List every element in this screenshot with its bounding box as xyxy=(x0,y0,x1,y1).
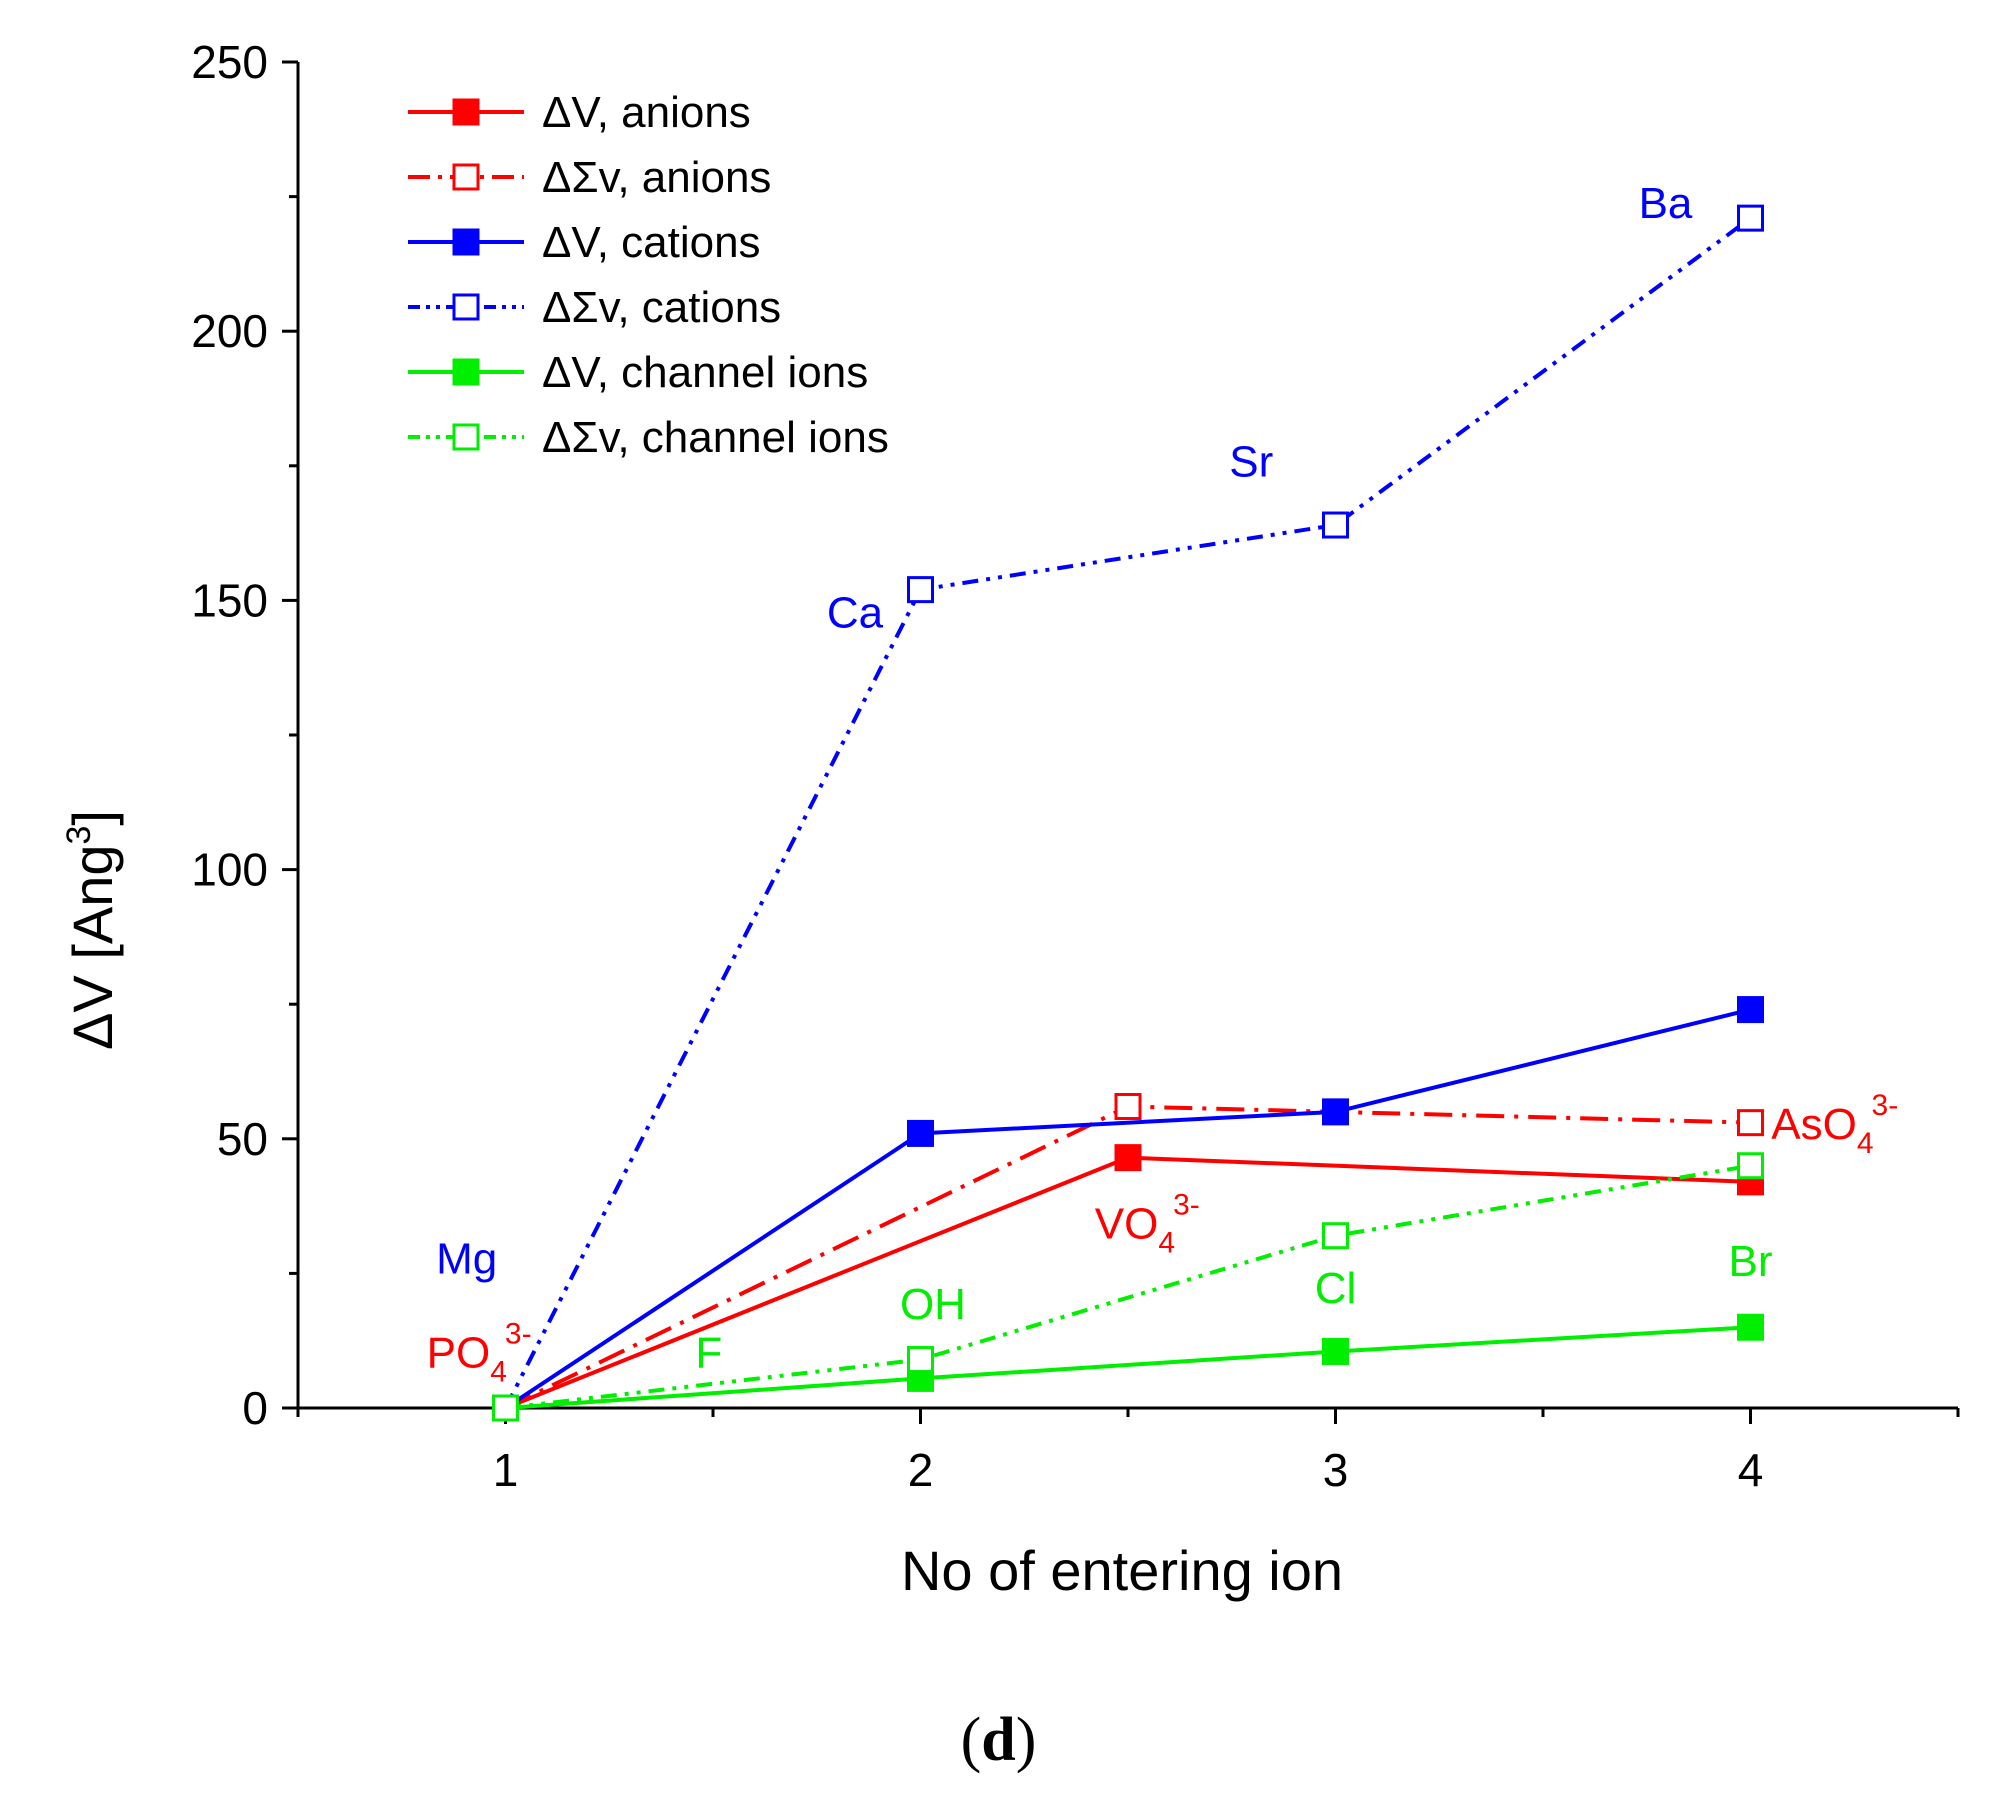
panel-label-close: ) xyxy=(1015,1706,1037,1774)
legend: ΔV, anions ΔΣv, anions ΔV, cations ΔΣv, cat… xyxy=(408,88,889,462)
annotation-label: Br xyxy=(1729,1237,1773,1286)
data-point xyxy=(907,1119,934,1147)
series-line xyxy=(505,1325,1751,1410)
legend-label: ΔV, anions xyxy=(542,88,751,137)
legend-swatch-marker xyxy=(452,358,480,386)
series-line xyxy=(505,1163,1751,1410)
legend-swatch-marker xyxy=(452,293,480,321)
data-point xyxy=(1737,204,1764,232)
data-point xyxy=(1737,1109,1764,1137)
annotation-text: Ba xyxy=(1639,179,1693,228)
legend-label: ΔV, cations xyxy=(542,218,761,267)
annotation-label: PO4 3- xyxy=(427,1318,532,1389)
data-point xyxy=(1322,1222,1349,1250)
annotation-text: AsO xyxy=(1771,1100,1857,1149)
series-line xyxy=(504,1007,1751,1410)
series-1 xyxy=(492,1144,1764,1422)
y-tick-label: 50 xyxy=(217,1113,268,1165)
y-tick-label: 100 xyxy=(191,844,268,896)
data-point xyxy=(1322,1098,1349,1126)
legend-item: ΔΣv, anions xyxy=(408,153,771,202)
y-tick-label: 0 xyxy=(242,1382,268,1434)
annotation-label: F xyxy=(695,1329,722,1378)
y-axis-title-tail: ] xyxy=(61,810,124,826)
legend-label: ΔΣv, channel ions xyxy=(542,413,889,462)
panel-label: (d) xyxy=(0,1705,1997,1776)
annotation-text: Mg xyxy=(436,1234,497,1283)
data-point xyxy=(907,1346,934,1374)
annotation-subscript: 4 xyxy=(490,1356,507,1389)
series-line xyxy=(503,216,1752,1409)
annotation-text: F xyxy=(695,1329,722,1378)
data-point xyxy=(492,1394,519,1422)
data-point xyxy=(1114,1092,1142,1120)
y-axis-title-sup: 3 xyxy=(60,826,98,845)
data-point xyxy=(1737,1152,1764,1180)
data-point xyxy=(907,576,934,604)
y-tick-label: 150 xyxy=(191,574,268,626)
x-tick-label: 4 xyxy=(1738,1444,1764,1496)
y-tick-label: 250 xyxy=(191,36,268,88)
annotation-label: Sr xyxy=(1229,438,1273,487)
legend-swatch-marker xyxy=(452,98,480,126)
legend-item: ΔΣv, channel ions xyxy=(408,413,889,462)
legend-label: ΔΣv, anions xyxy=(542,153,771,202)
annotation-label: Ba xyxy=(1639,179,1693,228)
panel-label-open: ( xyxy=(960,1706,982,1774)
data-point xyxy=(1737,1313,1764,1341)
annotation-superscript: 3- xyxy=(1872,1089,1899,1122)
series-2 xyxy=(492,1092,1764,1422)
series-layer xyxy=(492,204,1764,1422)
y-axis-title: ΔV [Ang3] xyxy=(60,810,124,1050)
data-point xyxy=(1322,1337,1349,1365)
legend-swatch-marker xyxy=(452,163,480,191)
data-point xyxy=(1737,996,1764,1024)
annotation-subscript: 4 xyxy=(1158,1226,1175,1259)
legend-label: ΔV, channel ions xyxy=(542,348,868,397)
panel-label-letter: d xyxy=(981,1706,1016,1774)
annotation-label: VO4 3- xyxy=(1095,1188,1200,1259)
annotation-label: Mg xyxy=(436,1234,497,1283)
annotation-text: Cl xyxy=(1315,1264,1357,1313)
series-5 xyxy=(492,1313,1764,1422)
annotation-label: Ca xyxy=(827,588,884,637)
annotation-text: Ca xyxy=(827,588,884,637)
x-tick-label: 2 xyxy=(908,1444,934,1496)
x-tick-label: 1 xyxy=(493,1444,519,1496)
annotation-label: AsO4 3- xyxy=(1771,1089,1898,1160)
legend-item: ΔV, channel ions xyxy=(408,348,868,397)
legend-item: ΔV, cations xyxy=(408,218,761,267)
legend-swatch-marker xyxy=(452,423,480,451)
series-6 xyxy=(492,1152,1764,1422)
y-tick-label: 200 xyxy=(191,305,268,357)
axes: 0 50 100 150 200 250 1 2 3 4 xyxy=(191,36,1960,1496)
data-point xyxy=(1322,511,1349,539)
annotation-text: Sr xyxy=(1229,438,1273,487)
x-tick-label: 3 xyxy=(1323,1444,1349,1496)
annotation-superscript: 3- xyxy=(1173,1188,1200,1221)
legend-label: ΔΣv, cations xyxy=(542,283,781,332)
legend-item: ΔΣv, cations xyxy=(408,283,781,332)
annotation-text: OH xyxy=(900,1280,966,1329)
annotation-subscript: 4 xyxy=(1857,1127,1874,1160)
annotation-superscript: 3- xyxy=(505,1318,532,1351)
legend-item: ΔV, anions xyxy=(408,88,751,137)
annotation-text: PO xyxy=(427,1329,491,1378)
annotation-label: Cl xyxy=(1315,1264,1357,1313)
annotation-label: OH xyxy=(900,1280,966,1329)
legend-swatch-marker xyxy=(452,228,480,256)
y-axis-title-main: ΔV [Ang xyxy=(61,844,124,1050)
annotation-text: Br xyxy=(1729,1237,1773,1286)
data-point xyxy=(1114,1144,1142,1172)
annotation-text: VO xyxy=(1095,1199,1159,1248)
x-axis-title: No of entering ion xyxy=(901,1539,1343,1602)
